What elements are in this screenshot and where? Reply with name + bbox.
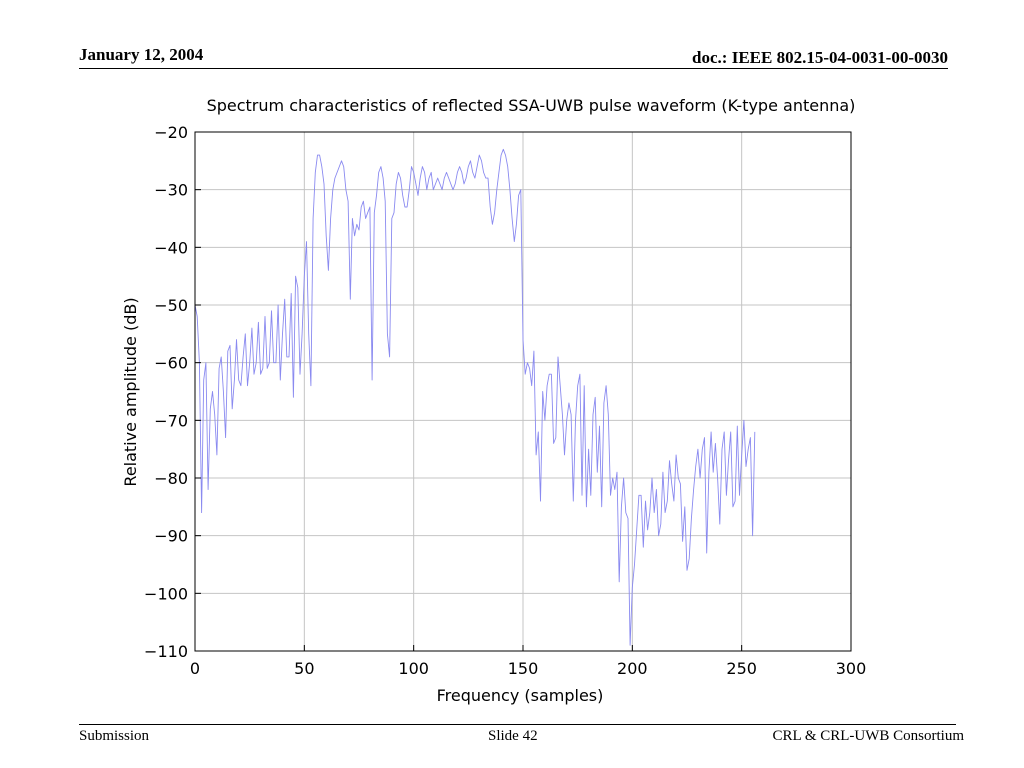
x-tick-label: 300 <box>836 659 867 678</box>
footer-right: CRL & CRL-UWB Consortium <box>772 728 964 744</box>
x-tick-label: 0 <box>190 659 200 678</box>
y-tick-label: −100 <box>144 584 188 603</box>
x-tick-label: 200 <box>617 659 648 678</box>
y-tick-label: −80 <box>154 469 188 488</box>
header-doc-id: doc.: IEEE 802.15-04-0031-00-0030 <box>692 48 948 67</box>
y-tick-label: −30 <box>154 181 188 200</box>
header-divider <box>79 68 948 69</box>
x-tick-label: 50 <box>294 659 314 678</box>
footer-left: Submission <box>79 728 150 744</box>
chart-title: Spectrum characteristics of reflected SS… <box>207 96 856 115</box>
footer-divider <box>79 724 956 725</box>
y-tick-label: −70 <box>154 411 188 430</box>
series-line <box>194 148 756 646</box>
y-axis-label: Relative amplitude (dB) <box>121 297 140 486</box>
x-tick-label: 100 <box>398 659 429 678</box>
x-tick-label: 150 <box>508 659 539 678</box>
y-tick-label: −40 <box>154 238 188 257</box>
y-tick-label: −20 <box>154 123 188 142</box>
y-tick-label: −90 <box>154 527 188 546</box>
header-date: January 12, 2004 <box>79 45 204 64</box>
y-tick-label: −110 <box>144 642 188 661</box>
y-tick-label: −50 <box>154 296 188 315</box>
axis-ticks: 0 50 100 150 200 250 300 −20 −30 −40 −50 −60 −70 −80 −… <box>144 123 866 678</box>
x-axis-label: Frequency (samples) <box>437 686 604 705</box>
footer-slide-number: Slide 42 <box>488 728 538 744</box>
series-group <box>194 148 756 646</box>
x-tick-label: 250 <box>726 659 757 678</box>
y-tick-label: −60 <box>154 354 188 373</box>
